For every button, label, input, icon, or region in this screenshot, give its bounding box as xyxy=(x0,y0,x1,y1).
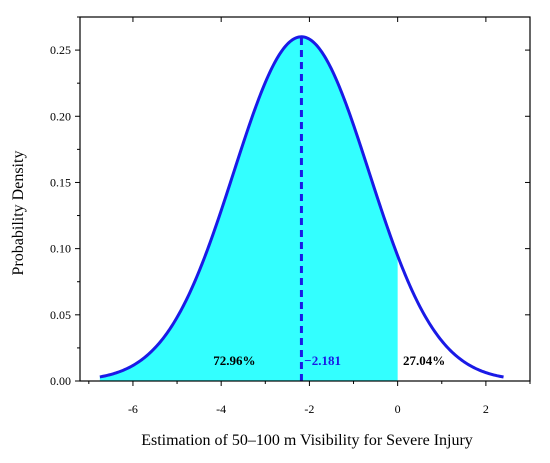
annotation-label: 72.96% xyxy=(213,353,255,368)
annotation-label: −2.181 xyxy=(304,353,341,368)
x-tick-label: 2 xyxy=(483,402,489,416)
y-axis-title: Probability Density xyxy=(10,151,27,276)
y-tick-label: 0.25 xyxy=(50,43,71,57)
y-tick-label: 0.20 xyxy=(50,109,71,123)
annotations: 72.96% −2.181 27.04% xyxy=(213,353,445,368)
x-tick-label: -2 xyxy=(304,402,314,416)
x-axis-title: Estimation of 50–100 m Visibility for Se… xyxy=(141,432,473,449)
annotation-label: 27.04% xyxy=(403,353,445,368)
plot-frame xyxy=(79,16,531,382)
y-tick-label: 0.10 xyxy=(50,242,71,256)
x-tick-label: 0 xyxy=(395,402,401,416)
x-tick-label: -4 xyxy=(216,402,226,416)
shaded-area-left xyxy=(99,36,398,382)
x-tick-label: -6 xyxy=(128,402,138,416)
y-tick-label: 0.15 xyxy=(50,175,71,189)
y-tick-label: 0.05 xyxy=(50,308,71,322)
density-curve xyxy=(99,35,504,379)
ticks: -6 -4 -2 0 2 0.00 0.05 0.10 0.15 0.20 0.25 xyxy=(50,16,531,416)
y-tick-label: 0.00 xyxy=(50,374,71,388)
axes xyxy=(79,16,531,382)
